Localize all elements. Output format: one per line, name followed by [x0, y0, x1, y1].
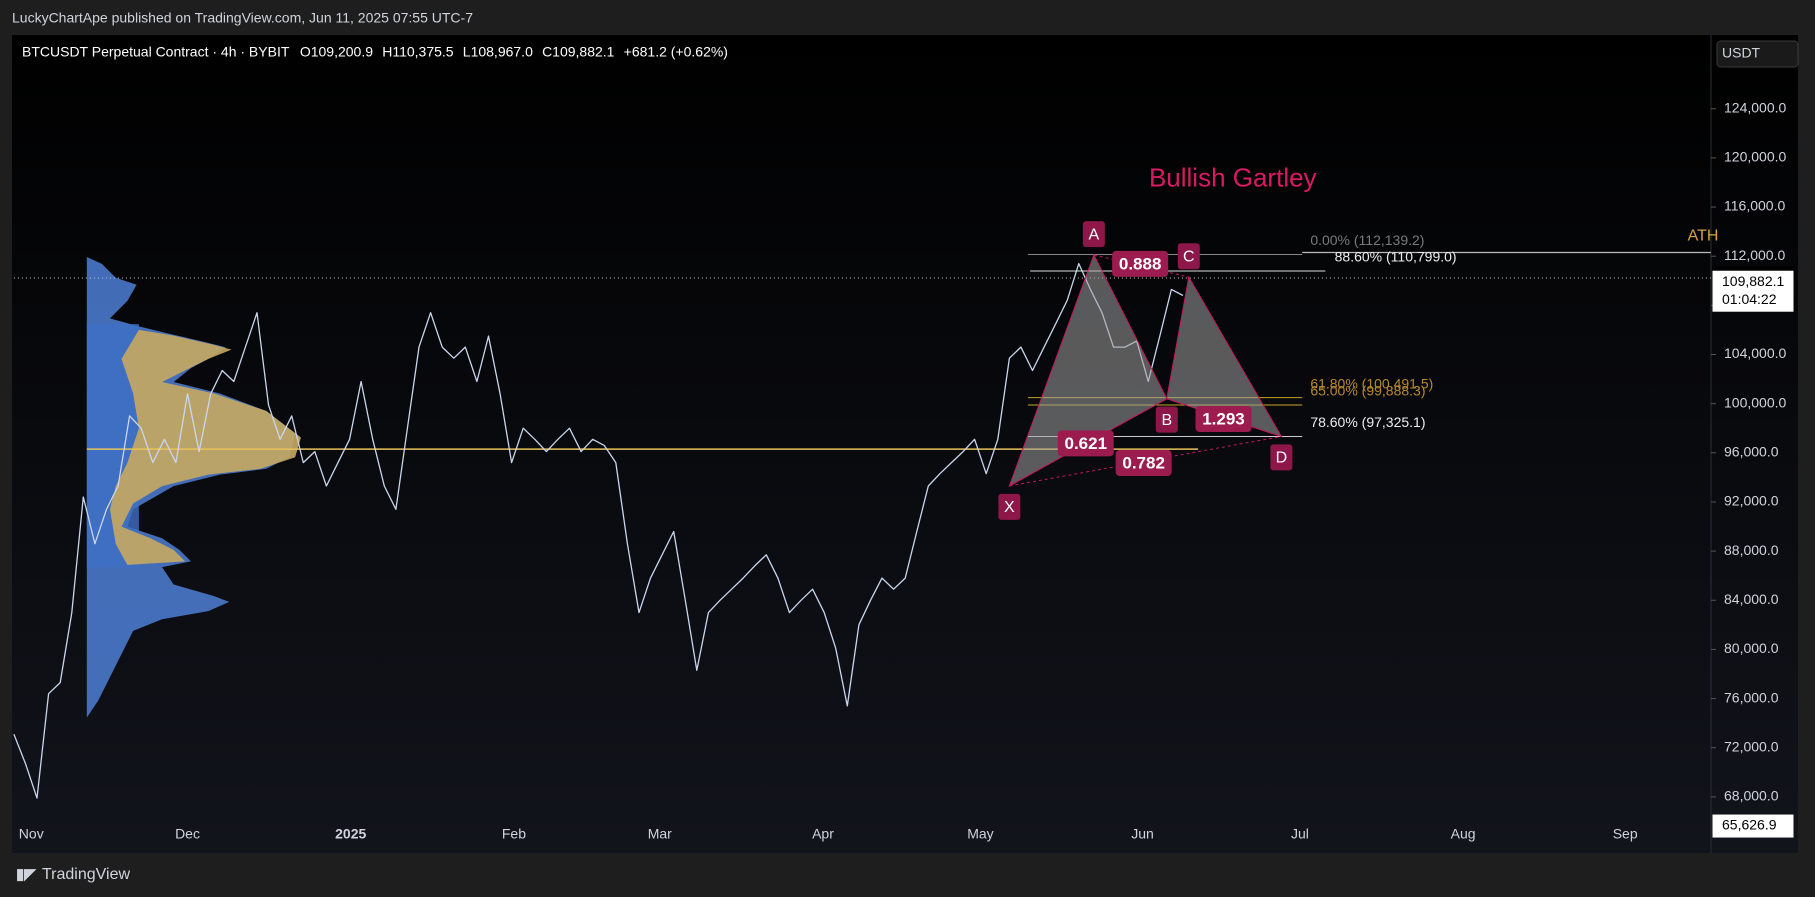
ath-label: ATH	[1688, 228, 1719, 245]
x-tick-label: May	[967, 826, 993, 842]
fib-label: 61.80% (100,491.5)	[1310, 375, 1433, 391]
x-tick-label: Nov	[19, 826, 44, 842]
x-tick-label: Jun	[1131, 826, 1154, 842]
ratio-box	[1195, 406, 1252, 433]
y-tick-label: 112,000.0	[1724, 247, 1785, 263]
y-tick-label: 80,000.0	[1724, 640, 1779, 656]
pattern-point-box	[998, 493, 1021, 520]
x-tick-label: Mar	[648, 826, 672, 842]
volume-profile-gold	[109, 329, 301, 565]
chart-area	[12, 35, 1798, 853]
currency-button[interactable]: USDT	[1716, 40, 1799, 68]
ratio-label: 0.621	[1064, 434, 1107, 453]
currency-label[interactable]: USDT	[1722, 45, 1761, 61]
volume-profile	[86, 256, 301, 718]
publisher-line: LuckyChartApe published on TradingView.c…	[12, 10, 473, 26]
x-tick-label: Dec	[175, 826, 200, 842]
y-tick-label: 100,000.0	[1724, 394, 1786, 410]
ohlc-value: H110,375.5	[382, 44, 454, 60]
pattern-title: Bullish Gartley	[1149, 162, 1317, 192]
x-tick-label: 2025	[335, 826, 366, 842]
fib-label: 88.60% (110,799.0)	[1335, 249, 1457, 265]
ohlc-value: C109,882.1	[542, 44, 615, 60]
y-tick-label: 124,000.0	[1724, 99, 1786, 115]
y-tick-label: 104,000.0	[1724, 345, 1786, 361]
ratio-box	[1115, 450, 1172, 477]
y-tick-label: 68,000.0	[1724, 788, 1779, 804]
symbol: BTCUSDT Perpetual Contract · 4h · BYBIT	[22, 44, 290, 60]
ratio-label: 1.293	[1202, 410, 1245, 429]
x-tick-label: Apr	[812, 826, 834, 842]
ratio-label: 0.782	[1122, 453, 1165, 472]
pattern-point-box	[1270, 444, 1293, 471]
y-tick-label: 92,000.0	[1724, 493, 1779, 509]
y-tick-label: 116,000.0	[1724, 198, 1785, 214]
fib-label: 65.00% (99,888.3)	[1310, 383, 1425, 399]
x-tick-label: Jul	[1291, 826, 1309, 842]
y-tick-label: 76,000.0	[1724, 689, 1779, 705]
ratio-box	[1112, 250, 1169, 277]
x-tick-label: Aug	[1451, 826, 1476, 842]
pattern-point-label: D	[1276, 450, 1288, 467]
countdown: 01:04:22	[1722, 291, 1777, 307]
pattern-point-label: B	[1161, 412, 1172, 429]
y-tick-label: 84,000.0	[1724, 591, 1779, 607]
x-tick-label: Feb	[502, 826, 526, 842]
ohlc-value: O109,200.9	[300, 44, 373, 60]
pattern-point-label: C	[1183, 248, 1195, 265]
y-tick-label: 120,000.0	[1724, 149, 1786, 165]
y-tick-label: 88,000.0	[1724, 542, 1779, 558]
branding: TradingView	[42, 866, 130, 883]
pattern-point-box	[1082, 221, 1105, 248]
price-tag-label: 109,882.1	[1722, 273, 1784, 289]
y-tick-label: 96,000.0	[1724, 444, 1779, 460]
symbol-line: BTCUSDT Perpetual Contract · 4h · BYBIT …	[22, 44, 728, 60]
fib-label: 78.60% (97,325.1)	[1310, 414, 1425, 430]
pattern-point-box	[1177, 243, 1200, 270]
pattern-point-label: X	[1004, 499, 1015, 516]
y-tick-label: 72,000.0	[1724, 738, 1779, 754]
price-tag-label: 65,626.9	[1722, 817, 1777, 833]
x-tick-label: Sep	[1613, 826, 1638, 842]
ohlc-value: +681.2 (+0.62%)	[624, 44, 728, 60]
ratio-box	[1057, 430, 1114, 457]
ohlc-value: L108,967.0	[463, 44, 533, 60]
pattern-point-box	[1155, 406, 1178, 433]
currency-button-box[interactable]	[1716, 40, 1799, 68]
price-tag-box	[1712, 270, 1794, 312]
price-line	[13, 262, 1184, 799]
price-tag-box	[1712, 814, 1794, 838]
fib-label: 0.00% (112,139.2)	[1310, 232, 1424, 248]
ratio-label: 0.888	[1119, 254, 1162, 273]
tv-logo: ▮◤	[16, 866, 37, 883]
pattern-point-label: A	[1089, 226, 1100, 243]
